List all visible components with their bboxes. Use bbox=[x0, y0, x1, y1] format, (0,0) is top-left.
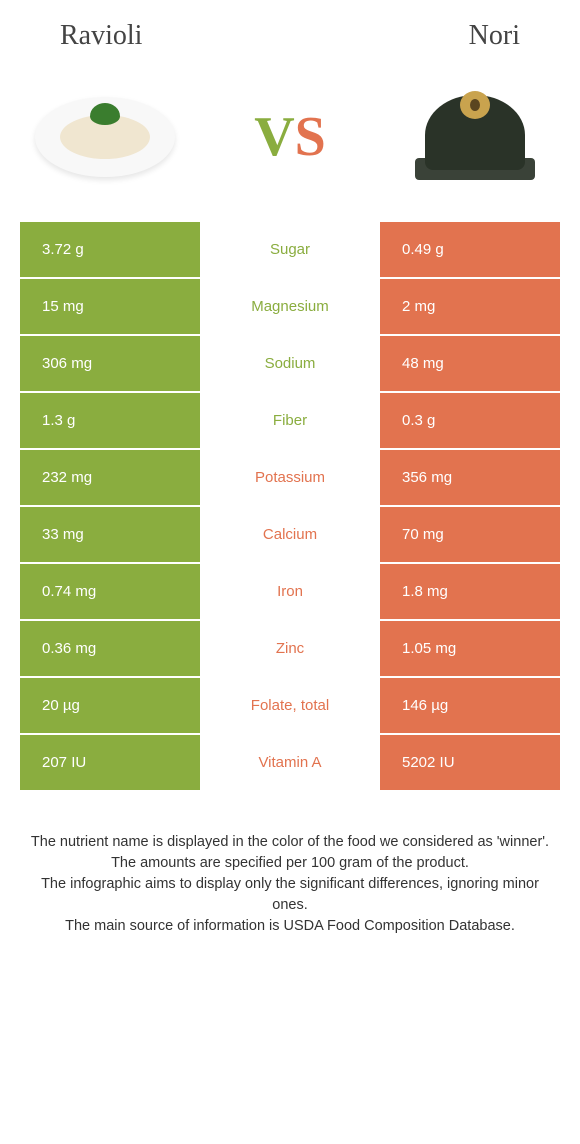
cell-right-value: 356 mg bbox=[380, 450, 560, 505]
cell-nutrient-label: Zinc bbox=[200, 621, 380, 676]
vs-v-letter: V bbox=[254, 105, 294, 169]
cell-right-value: 1.8 mg bbox=[380, 564, 560, 619]
table-row: 232 mgPotassium356 mg bbox=[20, 450, 560, 505]
ravioli-plate-icon bbox=[35, 97, 175, 177]
cell-right-value: 70 mg bbox=[380, 507, 560, 562]
vs-s-letter: S bbox=[295, 105, 326, 169]
food-image-right bbox=[400, 82, 550, 192]
food-image-left bbox=[30, 82, 180, 192]
footer-line: The main source of information is USDA F… bbox=[30, 916, 550, 937]
footer-line: The infographic aims to display only the… bbox=[30, 874, 550, 916]
table-row: 306 mgSodium48 mg bbox=[20, 336, 560, 391]
cell-left-value: 1.3 g bbox=[20, 393, 200, 448]
cell-left-value: 3.72 g bbox=[20, 222, 200, 277]
cell-nutrient-label: Sugar bbox=[200, 222, 380, 277]
cell-left-value: 207 IU bbox=[20, 735, 200, 790]
cell-left-value: 306 mg bbox=[20, 336, 200, 391]
cell-nutrient-label: Vitamin A bbox=[200, 735, 380, 790]
cell-nutrient-label: Folate, total bbox=[200, 678, 380, 733]
cell-left-value: 0.74 mg bbox=[20, 564, 200, 619]
cell-right-value: 2 mg bbox=[380, 279, 560, 334]
nori-roll-icon bbox=[410, 90, 540, 185]
cell-right-value: 0.3 g bbox=[380, 393, 560, 448]
cell-right-value: 5202 IU bbox=[380, 735, 560, 790]
cell-right-value: 146 µg bbox=[380, 678, 560, 733]
cell-right-value: 1.05 mg bbox=[380, 621, 560, 676]
cell-right-value: 48 mg bbox=[380, 336, 560, 391]
table-row: 3.72 gSugar0.49 g bbox=[20, 222, 560, 277]
table-row: 0.36 mgZinc1.05 mg bbox=[20, 621, 560, 676]
comparison-table: 3.72 gSugar0.49 g15 mgMagnesium2 mg306 m… bbox=[20, 222, 560, 790]
cell-left-value: 15 mg bbox=[20, 279, 200, 334]
cell-nutrient-label: Sodium bbox=[200, 336, 380, 391]
table-row: 0.74 mgIron1.8 mg bbox=[20, 564, 560, 619]
cell-nutrient-label: Fiber bbox=[200, 393, 380, 448]
cell-nutrient-label: Potassium bbox=[200, 450, 380, 505]
vs-row: VS bbox=[0, 62, 580, 222]
title-left: Ravioli bbox=[60, 20, 142, 52]
header: Ravioli Nori bbox=[0, 0, 580, 62]
footer-line: The nutrient name is displayed in the co… bbox=[30, 832, 550, 853]
table-row: 207 IUVitamin A5202 IU bbox=[20, 735, 560, 790]
title-right: Nori bbox=[469, 20, 520, 52]
cell-nutrient-label: Iron bbox=[200, 564, 380, 619]
cell-left-value: 33 mg bbox=[20, 507, 200, 562]
vs-badge: VS bbox=[254, 105, 326, 169]
cell-left-value: 232 mg bbox=[20, 450, 200, 505]
cell-nutrient-label: Calcium bbox=[200, 507, 380, 562]
cell-nutrient-label: Magnesium bbox=[200, 279, 380, 334]
cell-left-value: 0.36 mg bbox=[20, 621, 200, 676]
table-row: 33 mgCalcium70 mg bbox=[20, 507, 560, 562]
cell-left-value: 20 µg bbox=[20, 678, 200, 733]
table-row: 20 µgFolate, total146 µg bbox=[20, 678, 560, 733]
footer-line: The amounts are specified per 100 gram o… bbox=[30, 853, 550, 874]
footer-notes: The nutrient name is displayed in the co… bbox=[0, 792, 580, 937]
table-row: 1.3 gFiber0.3 g bbox=[20, 393, 560, 448]
cell-right-value: 0.49 g bbox=[380, 222, 560, 277]
table-row: 15 mgMagnesium2 mg bbox=[20, 279, 560, 334]
